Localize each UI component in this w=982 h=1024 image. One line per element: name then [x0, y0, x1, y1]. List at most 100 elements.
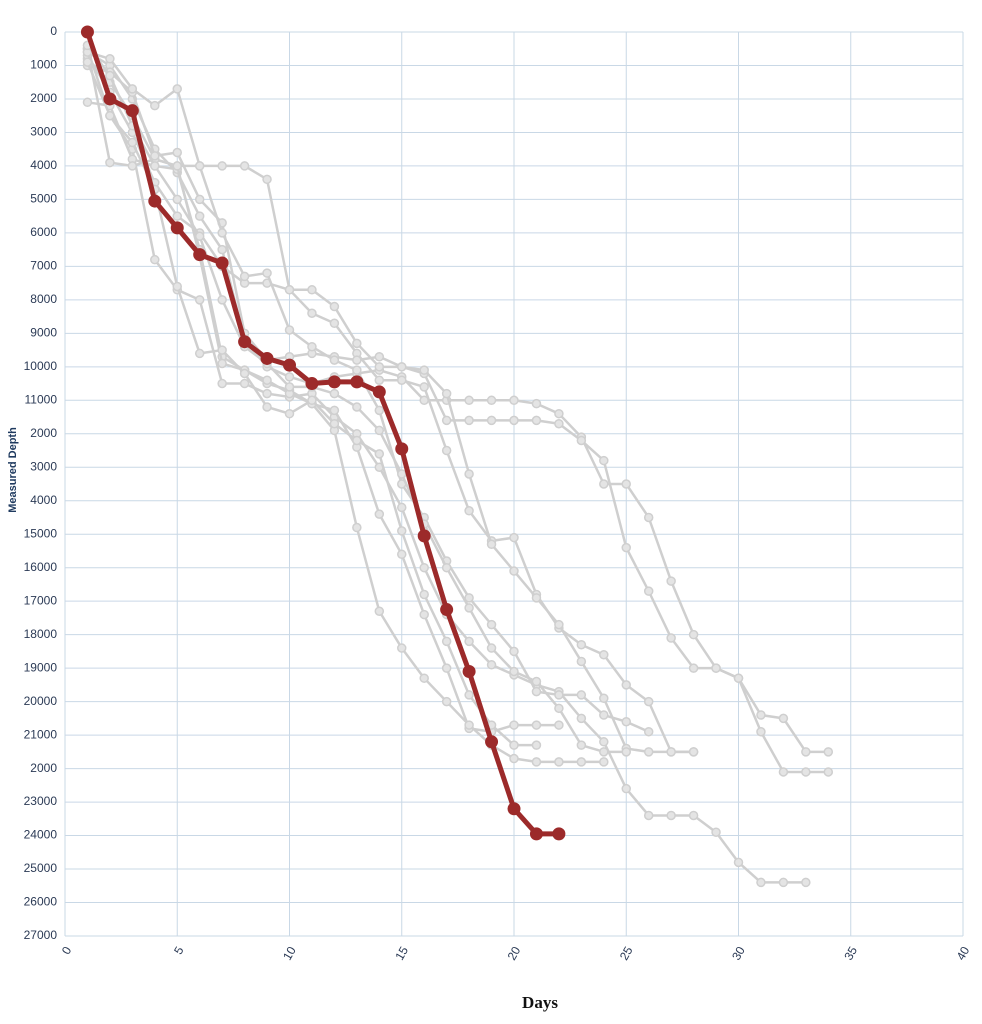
x-tick-label: 35 — [841, 944, 860, 963]
data-point — [239, 161, 250, 171]
data-point — [509, 532, 519, 543]
data-point — [464, 469, 474, 479]
series-line — [87, 101, 559, 734]
data-point — [441, 562, 452, 573]
y-tick-label: 11000 — [25, 392, 58, 406]
data-point — [397, 549, 407, 560]
data-point — [262, 375, 272, 385]
data-point — [148, 194, 162, 208]
data-point — [599, 710, 609, 720]
data-point — [284, 285, 295, 295]
data-point — [554, 418, 564, 429]
data-point — [441, 696, 452, 707]
x-tick-label: 40 — [954, 944, 973, 963]
data-point — [150, 254, 160, 265]
data-point — [576, 435, 587, 446]
data-point — [621, 479, 631, 489]
data-point — [666, 633, 676, 643]
data-point — [419, 673, 429, 683]
y-tick-label: 9000 — [30, 326, 57, 340]
series-line — [86, 54, 694, 754]
y-tick-label: 8000 — [30, 292, 57, 306]
data-point — [576, 656, 587, 667]
data-point — [352, 355, 362, 365]
data-point — [464, 415, 474, 426]
data-point — [150, 100, 160, 111]
y-tick-label: 26000 — [24, 895, 58, 909]
data-point — [374, 375, 385, 385]
data-point — [599, 693, 609, 704]
data-point — [778, 713, 789, 724]
data-point — [778, 877, 789, 888]
data-point — [464, 690, 474, 700]
data-point — [552, 827, 566, 841]
data-point — [307, 308, 317, 318]
data-point — [397, 362, 407, 372]
data-point — [352, 402, 362, 412]
data-point — [194, 295, 205, 305]
data-point — [464, 395, 474, 406]
y-tick-label: 21000 — [24, 727, 58, 741]
data-point — [464, 506, 474, 516]
data-point — [374, 449, 385, 459]
data-point — [599, 737, 609, 747]
data-point — [172, 147, 182, 158]
data-point — [329, 301, 340, 312]
data-point — [397, 502, 407, 513]
data-point — [217, 358, 227, 369]
series-line — [85, 31, 559, 837]
data-point — [509, 415, 519, 426]
data-point — [576, 740, 587, 750]
data-point — [464, 720, 474, 730]
data-point — [441, 636, 452, 647]
data-point — [621, 716, 631, 727]
x-tick-label: 5 — [171, 944, 187, 957]
series-line — [86, 48, 604, 764]
data-point — [329, 355, 340, 365]
data-point — [440, 603, 454, 617]
x-tick-label: 30 — [729, 944, 748, 963]
y-tick-label: 0 — [50, 24, 57, 38]
y-tick-label: 2000 — [30, 91, 57, 105]
data-point — [374, 352, 385, 362]
data-point — [419, 382, 429, 392]
data-point — [194, 194, 205, 205]
data-point — [441, 445, 452, 456]
data-point — [397, 469, 407, 479]
data-point — [239, 378, 250, 389]
data-point — [801, 877, 811, 888]
data-point — [284, 382, 295, 392]
y-tick-label: 25000 — [24, 861, 58, 875]
data-point — [643, 810, 654, 821]
y-tick-label: 15000 — [24, 526, 58, 540]
data-point — [756, 877, 766, 888]
data-point — [352, 365, 362, 375]
data-point — [756, 727, 766, 737]
data-point — [217, 345, 227, 355]
data-point — [688, 663, 699, 673]
data-point — [621, 542, 631, 553]
y-axis-label: Measured Depth — [7, 427, 19, 513]
data-point — [621, 680, 631, 690]
data-point — [486, 619, 497, 630]
data-point — [374, 509, 385, 519]
data-point — [262, 388, 272, 399]
data-point — [307, 395, 317, 406]
data-point — [531, 676, 542, 687]
y-tick-label: 24000 — [24, 828, 58, 842]
x-axis-label: Days — [522, 993, 558, 1012]
series-line — [87, 64, 694, 754]
data-point — [509, 720, 519, 730]
data-point — [486, 395, 497, 406]
data-point — [82, 97, 93, 108]
data-point — [329, 405, 340, 416]
x-tick-label: 10 — [280, 944, 299, 963]
data-point — [441, 663, 452, 673]
data-point — [217, 295, 227, 305]
data-point — [105, 110, 115, 121]
data-point — [172, 84, 182, 94]
data-point — [554, 619, 564, 630]
data-point — [215, 256, 229, 270]
data-point — [217, 244, 227, 255]
data-point — [105, 54, 115, 64]
